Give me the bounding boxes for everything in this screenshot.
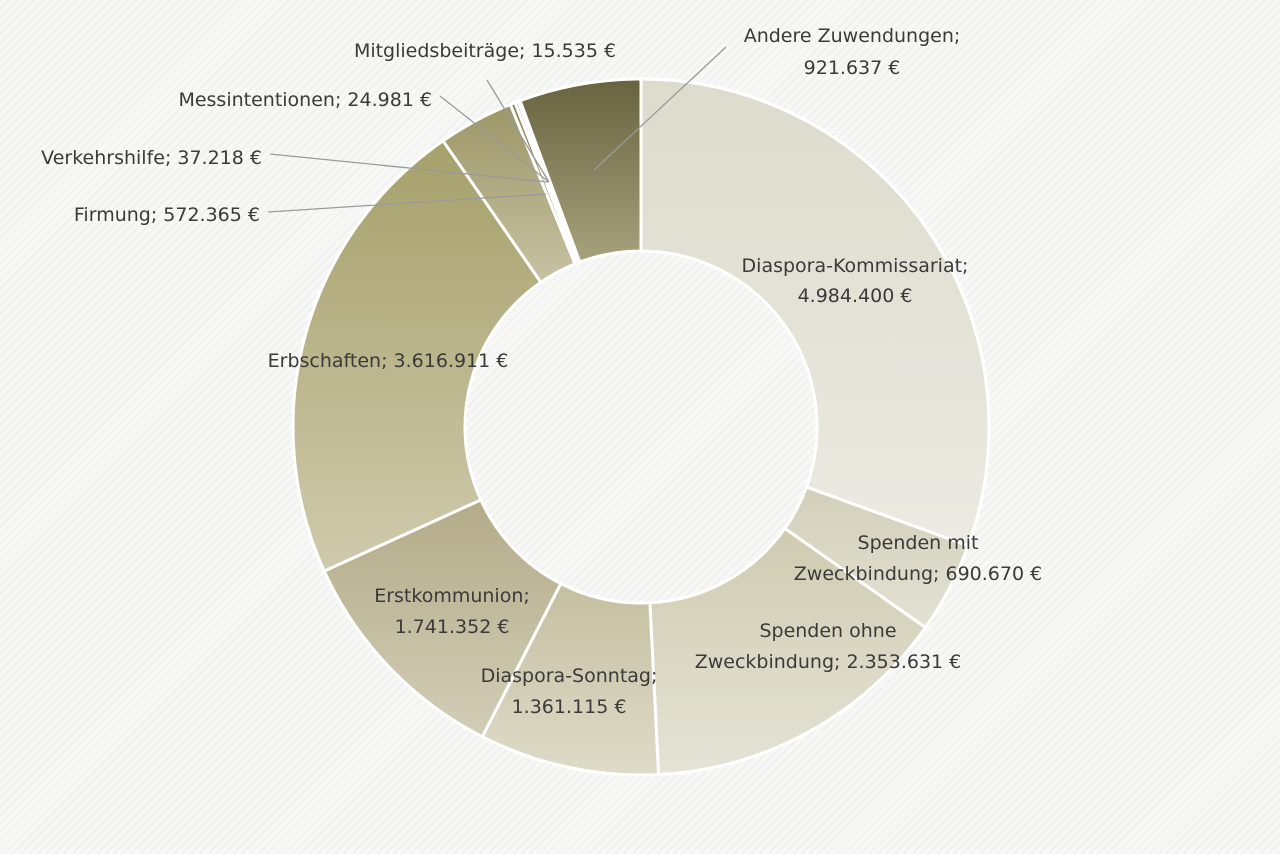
label-diaspora_kommissariat-line-2: 4.984.400 € xyxy=(798,285,913,307)
leader-line-messintentionen xyxy=(439,95,550,183)
slice-erbschaften xyxy=(291,138,543,574)
label-diaspora_sonntag-line-1: Diaspora-Sonntag; xyxy=(481,665,658,687)
label-erstkommunion-line-2: 1.741.352 € xyxy=(395,616,510,638)
leader-line-andere_zuwendungen xyxy=(593,46,727,171)
slice-spenden_ohne xyxy=(648,526,928,777)
leader-line-verkehrshilfe xyxy=(269,153,549,183)
label-spenden_mit-line-1: Spenden mit xyxy=(858,532,979,554)
slice-labels: Diaspora-Kommissariat; 4.984.400 € Spenden… xyxy=(41,25,1042,718)
label-diaspora_sonntag-line-2: 1.361.115 € xyxy=(512,696,627,718)
label-diaspora_kommissariat-line-1: Diaspora-Kommissariat; xyxy=(742,255,969,277)
slice-diaspora_kommissariat xyxy=(639,77,991,548)
label-spenden_mit-line-2: Zweckbindung; 690.670 € xyxy=(794,563,1042,585)
label-erbschaften-line-1: Erbschaften; 3.616.911 € xyxy=(268,350,509,372)
label-andere_zuwendungen-line-2: 921.637 € xyxy=(804,57,901,79)
label-erstkommunion-line-1: Erstkommunion; xyxy=(374,585,530,607)
label-mitgliedsbeitraege-line-1: Mitgliedsbeiträge; 15.535 € xyxy=(354,40,616,62)
donut-slices xyxy=(291,77,991,777)
label-andere_zuwendungen-line-1: Andere Zuwendungen; xyxy=(744,25,961,47)
leader-line-mitgliedsbeitraege xyxy=(486,79,550,183)
leader-line-firmung xyxy=(267,193,547,213)
leader-lines xyxy=(267,46,727,213)
slice-andere_zuwendungen xyxy=(518,77,643,264)
label-spenden_ohne-line-1: Spenden ohne xyxy=(759,620,896,642)
label-firmung-line-1: Firmung; 572.365 € xyxy=(74,204,260,226)
slice-erstkommunion xyxy=(322,497,563,739)
label-spenden_ohne-line-2: Zweckbindung; 2.353.631 € xyxy=(695,651,962,673)
label-messintentionen-line-1: Messintentionen; 24.981 € xyxy=(178,89,432,111)
label-verkehrshilfe-line-1: Verkehrshilfe; 37.218 € xyxy=(41,147,262,169)
